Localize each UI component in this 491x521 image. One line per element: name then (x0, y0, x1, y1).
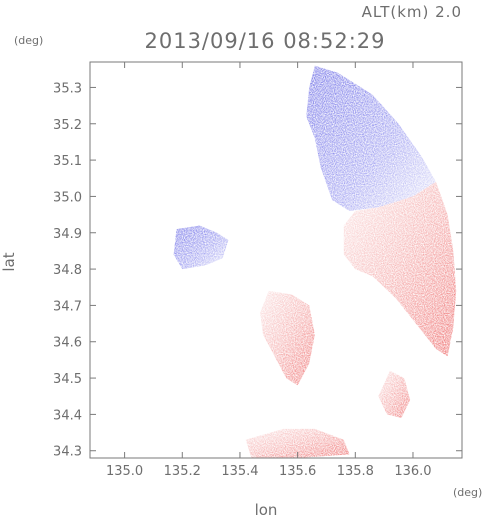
x-tick-label: 135.6 (279, 464, 316, 479)
y-tick-label: 35.0 (53, 190, 82, 205)
y-tick-label: 34.4 (53, 408, 82, 423)
x-tick-label: 136.0 (394, 464, 431, 479)
y-tick-label: 34.6 (53, 336, 82, 351)
chart-title: 2013/09/16 08:52:29 (144, 29, 385, 53)
y-axis-ticks: 34.3 34.4 34.5 34.6 34.7 34.8 34.9 35.0 35.1 35.2… (53, 81, 462, 460)
region-northeast-sector-approaching (306, 65, 436, 211)
x-axis-unit: (deg) (453, 486, 482, 499)
region-central-cluster-receding (260, 290, 315, 386)
y-tick-label: 35.2 (53, 118, 82, 133)
x-tick-label: 135.0 (106, 464, 143, 479)
region-southern-band-receding (245, 428, 350, 458)
plot-frame (89, 61, 463, 459)
y-tick-label: 35.3 (53, 81, 82, 96)
y-tick-label: 34.3 (53, 445, 82, 460)
region-east-sector-receding (343, 181, 457, 357)
y-axis-unit: (deg) (14, 34, 43, 47)
x-axis-ticks: 135.0 135.2 135.4 135.6 135.8 136.0 (106, 62, 432, 479)
y-tick-label: 34.5 (53, 372, 82, 387)
y-tick-label: 34.9 (53, 227, 82, 242)
region-southeast-cell-receding (378, 370, 411, 418)
x-axis-label: lon (255, 501, 278, 519)
y-tick-label: 34.7 (53, 299, 82, 314)
y-tick-label: 34.8 (53, 263, 82, 278)
x-tick-label: 135.8 (337, 464, 374, 479)
y-tick-label: 35.1 (53, 154, 82, 169)
x-tick-label: 135.4 (221, 464, 258, 479)
velocity-field (173, 65, 457, 458)
x-tick-label: 135.2 (164, 464, 201, 479)
region-western-cluster-approaching (173, 225, 229, 270)
y-axis-label: lat (0, 252, 18, 271)
altitude-label: ALT(km) 2.0 (362, 3, 462, 21)
